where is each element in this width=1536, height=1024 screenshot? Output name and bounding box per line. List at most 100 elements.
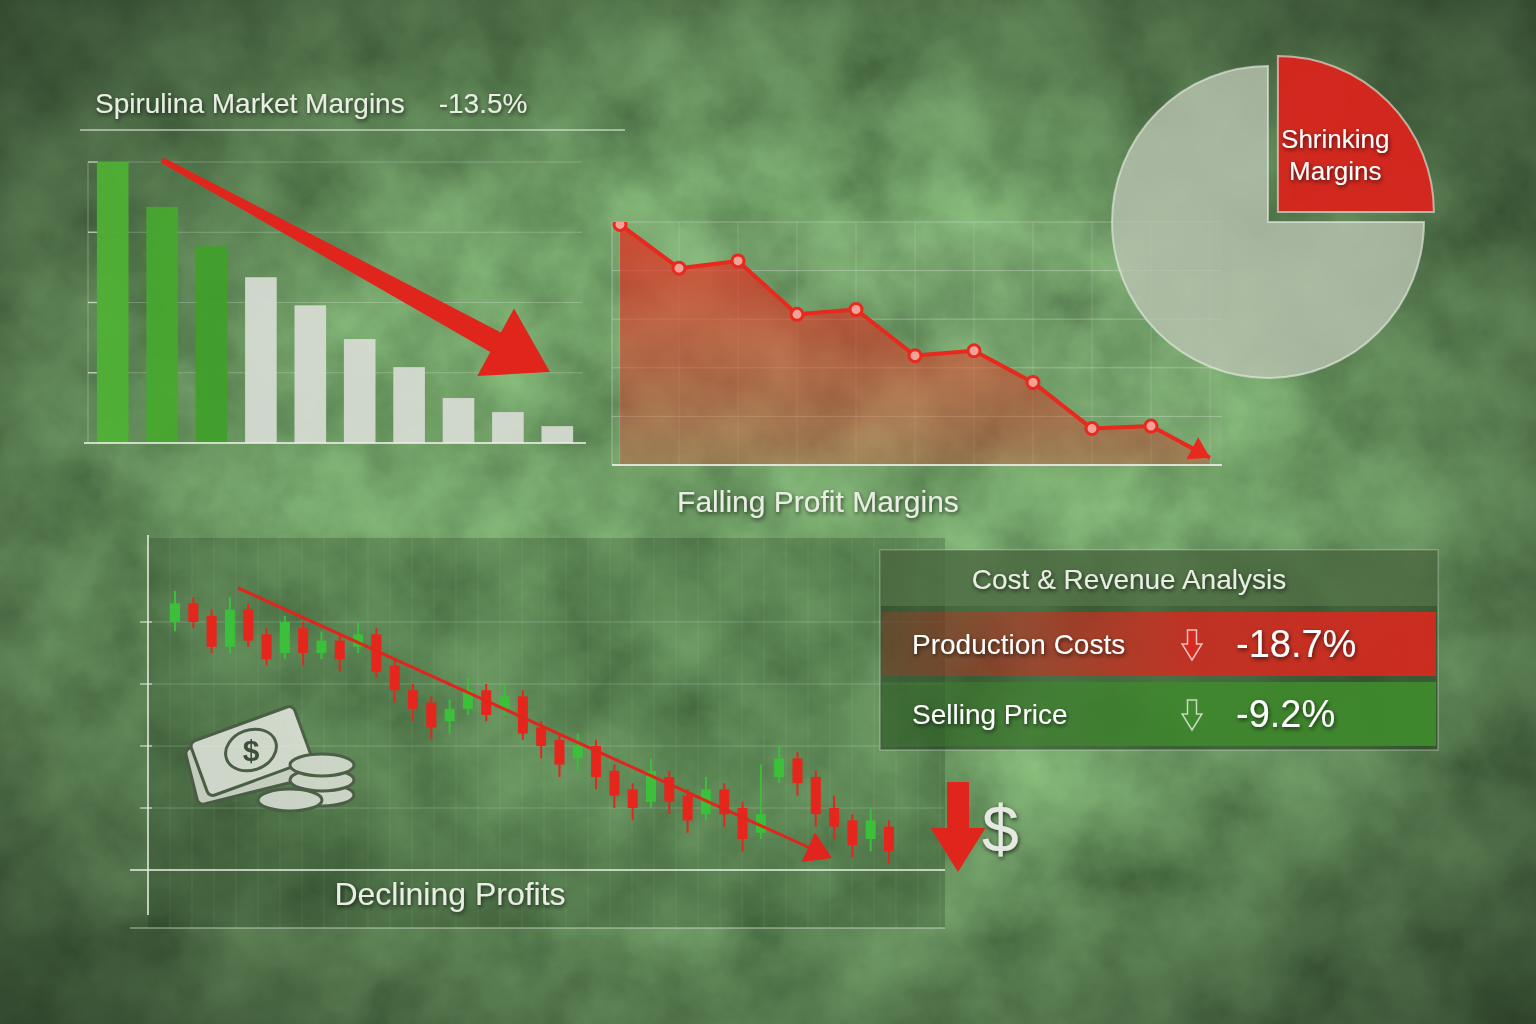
coin (258, 789, 322, 811)
change-annotation: -13.5% (439, 88, 528, 119)
candle-body (262, 634, 272, 659)
bottom-rule (130, 927, 945, 929)
bar (443, 398, 475, 443)
bar (344, 339, 376, 443)
candles (170, 591, 894, 864)
slice-label-line: Margins (1289, 156, 1381, 186)
line-marker (732, 255, 744, 267)
candle-body (774, 758, 784, 777)
line-marker (791, 308, 803, 320)
table-row (882, 612, 1436, 676)
tick-mark (88, 372, 98, 374)
tick-mark (140, 807, 152, 809)
bar-chart: Spirulina Market Margins -13.5% (80, 88, 625, 443)
row-label: Production Costs (912, 629, 1125, 660)
candle-body (188, 603, 198, 622)
bar (245, 277, 277, 443)
grid-line (148, 622, 945, 623)
candle-body (225, 610, 235, 647)
bill-symbol: $ (243, 734, 260, 767)
candle-body (884, 827, 894, 852)
line-marker (909, 350, 921, 362)
bar (294, 305, 326, 443)
candle-body (298, 628, 308, 653)
candle-body (335, 641, 345, 660)
row-value: -18.7% (1236, 623, 1356, 665)
candle-body (170, 603, 180, 622)
line-marker (1086, 423, 1098, 435)
tick-mark (88, 302, 98, 304)
change-arrow (1182, 630, 1202, 660)
table-row (882, 682, 1436, 746)
tick-mark (140, 683, 152, 685)
chart-title: Spirulina Market Margins (95, 88, 405, 119)
tick-mark (140, 745, 152, 747)
bar (146, 207, 178, 443)
row-label: Selling Price (912, 699, 1068, 730)
line-marker (968, 345, 980, 357)
candle-body (811, 777, 821, 814)
bars (97, 162, 573, 443)
tick-mark (88, 161, 98, 163)
candle-body (426, 703, 436, 728)
candle-body (390, 665, 400, 690)
bar (492, 412, 524, 443)
bill-seal (220, 722, 283, 777)
money-icon: $ (185, 705, 354, 811)
candle-body (738, 808, 748, 839)
candle-body (207, 616, 217, 647)
y-axis-line (147, 535, 149, 915)
tick-mark (140, 621, 152, 623)
x-axis-line (130, 869, 945, 871)
line-marker (850, 303, 862, 315)
line-arrowhead (1180, 437, 1210, 459)
candle-body (408, 690, 418, 709)
change-arrow (1182, 700, 1202, 730)
bar (97, 162, 129, 443)
pie-slice (1278, 56, 1434, 212)
y-axis-line (88, 162, 89, 443)
line-marker (614, 222, 626, 230)
line-marker (673, 262, 685, 274)
trend-arrow (237, 587, 832, 862)
bar (196, 246, 228, 443)
x-axis-line (84, 442, 586, 444)
candle-body (664, 777, 674, 802)
currency-symbol: $ (982, 792, 1019, 866)
title-rule (80, 129, 625, 131)
pie-slice (1112, 66, 1424, 378)
slice-label: ShrinkingMargins (1281, 124, 1389, 186)
trend-arrow (161, 157, 550, 376)
candle-body (628, 789, 638, 808)
candle-body (445, 709, 455, 721)
tick-mark (88, 232, 98, 234)
candle-body (280, 622, 290, 653)
y-axis-line (612, 222, 613, 465)
chart-title: Falling Profit Margins (677, 485, 959, 518)
table-frame (880, 550, 1438, 750)
row-value: -9.2% (1236, 693, 1335, 735)
candle-body (792, 758, 802, 783)
candle-body (554, 740, 564, 765)
background-texture (0, 0, 1536, 1024)
x-axis-line (612, 464, 1222, 466)
bar (541, 426, 573, 443)
down-arrow (931, 782, 986, 872)
coin (290, 754, 354, 776)
candle-body (866, 820, 876, 839)
background-vignette (0, 0, 1536, 1024)
line-marker (1145, 420, 1157, 432)
cost-revenue-table: Cost & Revenue Analysis Production Costs -… (880, 550, 1438, 750)
table-title: Cost & Revenue Analysis (972, 564, 1286, 595)
candle-body (683, 796, 693, 821)
candle-body (536, 727, 546, 746)
bar (393, 367, 425, 443)
candle-body (243, 610, 253, 641)
slice-label-line: Shrinking (1281, 124, 1389, 154)
chart-title: Declining Profits (334, 876, 565, 912)
candle-body (829, 808, 839, 827)
candle-body (609, 771, 619, 796)
candle-body (573, 746, 583, 758)
stage: Spirulina Market Margins -13.5% Falling Pr… (0, 0, 1536, 1024)
infographic: Spirulina Market Margins -13.5% Falling Pr… (0, 0, 1536, 1024)
